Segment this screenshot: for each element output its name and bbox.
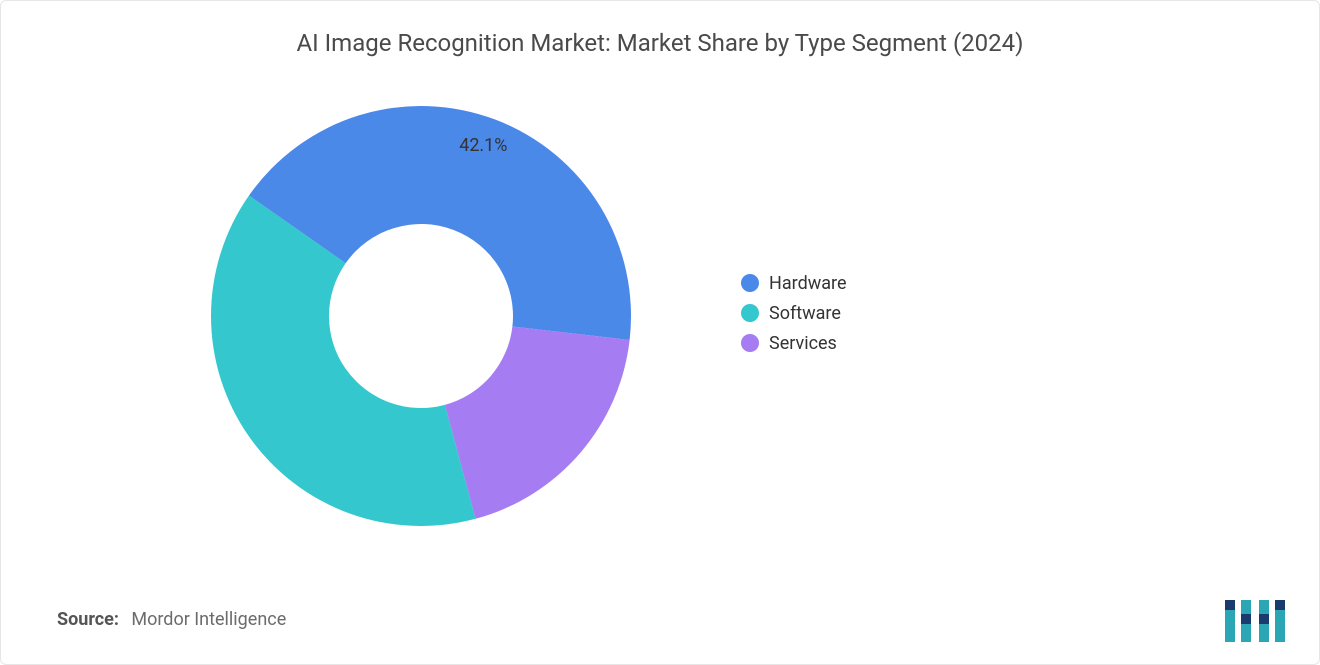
source-footer: Source: Mordor Intelligence (57, 609, 286, 630)
legend-dot-hardware (741, 274, 759, 292)
chart-title: AI Image Recognition Market: Market Shar… (1, 29, 1319, 57)
legend-item-hardware: Hardware (741, 270, 847, 296)
legend-item-services: Services (741, 330, 847, 356)
legend-label-hardware: Hardware (769, 273, 847, 294)
brand-logo (1223, 594, 1289, 642)
source-label: Source: (57, 609, 119, 630)
legend-dot-software (741, 304, 759, 322)
legend: Hardware Software Services (741, 266, 847, 360)
slice-services (445, 327, 630, 519)
legend-dot-services (741, 334, 759, 352)
legend-label-services: Services (769, 333, 837, 354)
legend-item-software: Software (741, 300, 847, 326)
donut-chart: 42.1% (211, 106, 631, 526)
slice-label-hardware: 42.1% (459, 135, 507, 156)
source-value: Mordor Intelligence (131, 609, 286, 630)
chart-frame: AI Image Recognition Market: Market Shar… (0, 0, 1320, 665)
legend-label-software: Software (769, 303, 841, 324)
